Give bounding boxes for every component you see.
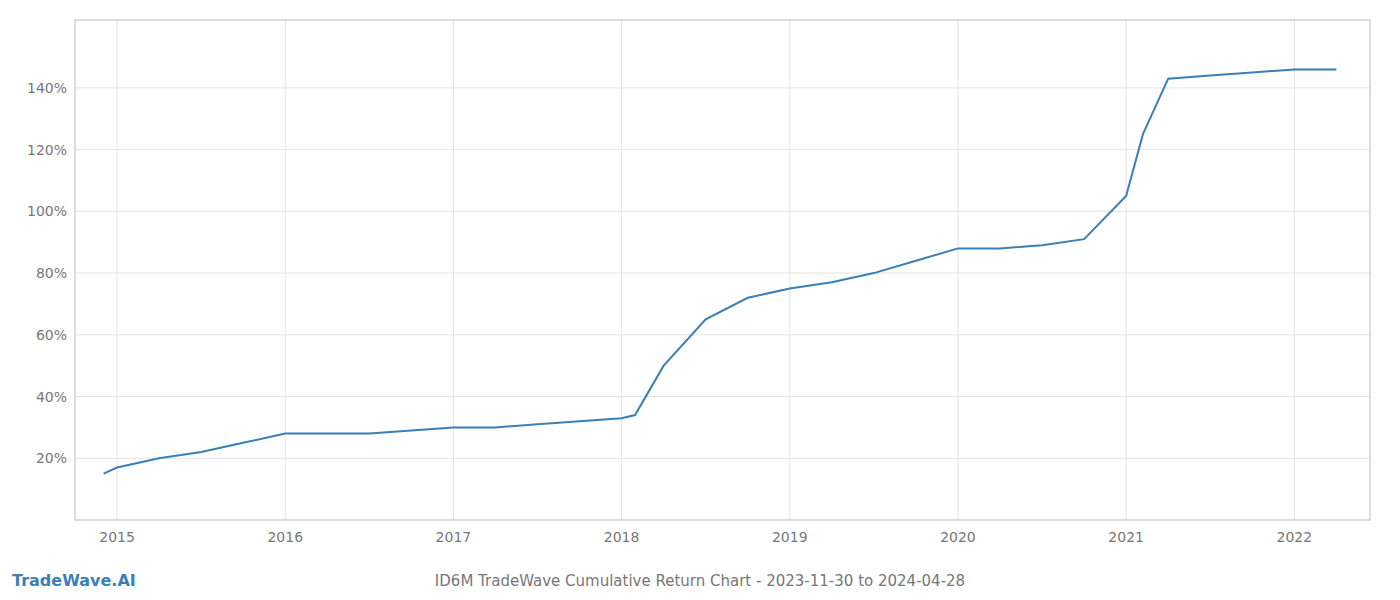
grid-line-y [75, 149, 1370, 150]
y-tick-label: 120% [27, 142, 67, 158]
grid-line-x [621, 20, 622, 520]
y-tick-label: 100% [27, 203, 67, 219]
grid-line-y [75, 273, 1370, 274]
x-tick-label: 2016 [267, 529, 303, 545]
plot-frame [75, 20, 1370, 520]
grid-line-x [1294, 20, 1295, 520]
grid-line-y [75, 396, 1370, 397]
grid-line-x [453, 20, 454, 520]
grid-line-x [285, 20, 286, 520]
chart-svg: 2015 2016 2017 2018 2019 2020 2021 2022 20% 40% 60… [0, 0, 1400, 600]
x-tick-label: 2022 [1276, 529, 1312, 545]
grid-line-y [75, 211, 1370, 212]
title: ID6M TradeWave Cumulative Return Chart -… [435, 572, 965, 590]
grid [75, 20, 1370, 520]
y-tick-label: 140% [27, 80, 67, 96]
y-tick-label: 80% [36, 265, 67, 281]
x-tick-label: 2020 [940, 529, 976, 545]
x-tick-label: 2017 [436, 529, 472, 545]
x-tick-label: 2019 [772, 529, 808, 545]
grid-line-y [75, 458, 1370, 459]
grid-line-x [1126, 20, 1127, 520]
grid-line-x [957, 20, 958, 520]
x-tick-label: 2015 [99, 529, 135, 545]
x-tick-label: 2021 [1108, 529, 1144, 545]
watermark: TradeWave.AI [12, 571, 136, 590]
y-tick-label: 40% [36, 389, 67, 405]
chart-container: 2015 2016 2017 2018 2019 2020 2021 2022 20% 40% 60… [0, 0, 1400, 600]
grid-line-y [75, 87, 1370, 88]
grid-line-x [117, 20, 118, 520]
grid-line-y [75, 334, 1370, 335]
grid-line-x [789, 20, 790, 520]
axes: 2015 2016 2017 2018 2019 2020 2021 2022 20% 40% 60… [27, 80, 1312, 545]
y-tick-label: 60% [36, 327, 67, 343]
series-group [104, 69, 1337, 473]
line [104, 69, 1337, 473]
background [0, 0, 1400, 600]
x-tick-label: 2018 [604, 529, 640, 545]
y-tick-label: 20% [36, 450, 67, 466]
